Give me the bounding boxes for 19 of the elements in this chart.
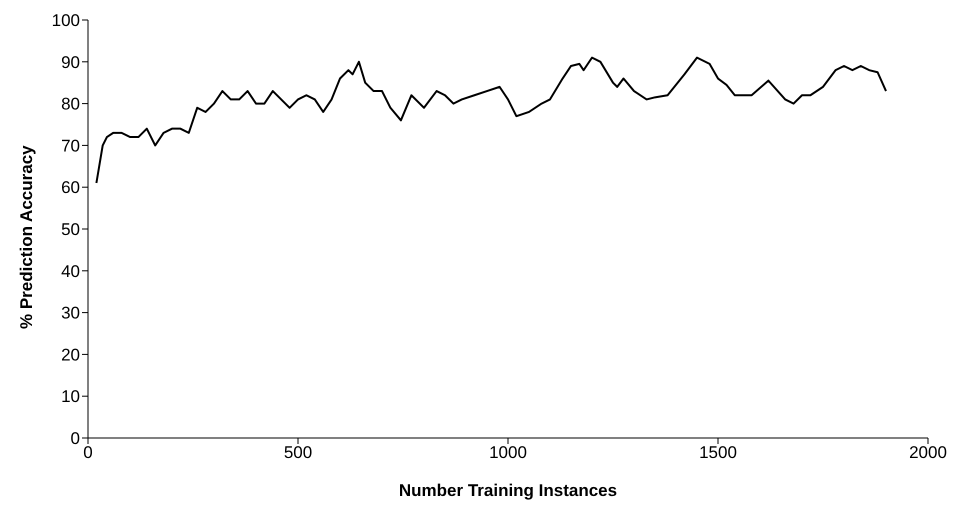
x-tick-label: 2000 — [909, 443, 947, 462]
y-tick-label: 20 — [61, 345, 80, 364]
y-axis-title: % Prediction Accuracy — [17, 144, 36, 329]
y-tick-label: 90 — [61, 52, 80, 72]
y-tick-label: 10 — [61, 387, 80, 406]
y-tick-label: 60 — [61, 178, 80, 198]
x-tick-label: 0 — [83, 443, 93, 462]
x-tick-label: 1000 — [489, 443, 527, 462]
x-tick-label: 1500 — [699, 443, 737, 462]
x-tick-label: 500 — [284, 443, 312, 462]
y-tick-label: 0 — [70, 429, 80, 448]
line-series — [95, 56, 887, 184]
y-tick-label: 100 — [52, 11, 80, 30]
y-tick-label: 30 — [61, 304, 80, 323]
x-axis-title: Number Training Instances — [398, 481, 618, 500]
y-tick-label: 70 — [61, 136, 80, 156]
y-tick-label: 40 — [61, 262, 80, 281]
y-tick-label: 50 — [61, 220, 80, 240]
y-tick-label: 80 — [61, 94, 80, 114]
